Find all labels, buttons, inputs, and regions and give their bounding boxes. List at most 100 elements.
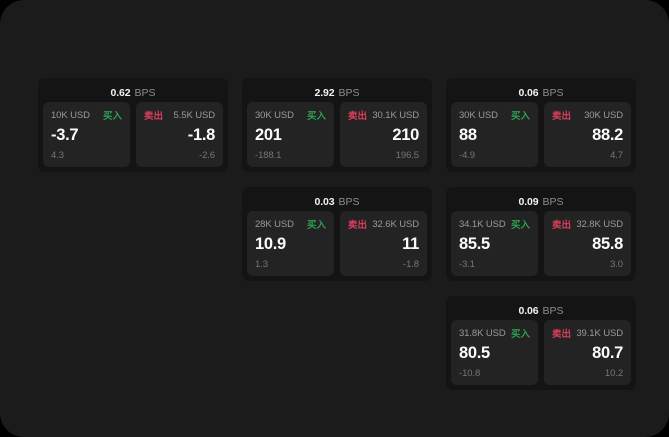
buy-action-tag[interactable]: 买入 <box>510 220 530 231</box>
buy-price: 88 <box>459 126 477 145</box>
sell-size-label: 30.1K USD <box>372 109 419 121</box>
buy-side[interactable]: 28K USD 买入 10.9 1.3 <box>247 211 334 276</box>
buy-price-row: 85.5 <box>459 235 530 255</box>
buy-side[interactable]: 30K USD 买入 201 -188.1 <box>247 102 334 167</box>
pair-card[interactable]: 2.92 BPS 30K USD 买入 201 -188.1 卖出 30.1K USD 210 1… <box>242 78 432 172</box>
sell-action-tag[interactable]: 卖出 <box>552 111 572 122</box>
bps-value: 0.03 <box>314 195 335 208</box>
sell-size-label: 32.8K USD <box>576 218 623 230</box>
sell-delta: 4.7 <box>610 149 623 161</box>
pair-card[interactable]: 0.06 BPS 30K USD 买入 88 -4.9 卖出 30K USD 88.2 4.7 <box>446 78 636 172</box>
buy-action-tag[interactable]: 买入 <box>306 220 326 231</box>
sell-delta-row: 4.7 <box>552 149 623 161</box>
card-sides: 30K USD 买入 88 -4.9 卖出 30K USD 88.2 4.7 <box>451 102 631 167</box>
sell-price-row: -1.8 <box>144 126 216 146</box>
pair-card[interactable]: 0.03 BPS 28K USD 买入 10.9 1.3 卖出 32.6K USD 11 -1.8 <box>242 187 432 281</box>
buy-side-top: 10K USD 买入 <box>51 109 122 123</box>
sell-side[interactable]: 卖出 30K USD 88.2 4.7 <box>544 102 631 167</box>
card-header: 0.06 BPS <box>451 301 631 320</box>
buy-price: 10.9 <box>255 235 286 254</box>
bps-value: 2.92 <box>314 86 335 99</box>
sell-size-label: 30K USD <box>584 109 623 121</box>
sell-delta: -2.6 <box>199 149 215 161</box>
sell-price: 88.2 <box>592 126 623 145</box>
buy-action-tag[interactable]: 买入 <box>510 329 530 340</box>
sell-price-row: 88.2 <box>552 126 623 146</box>
bps-unit-label: BPS <box>542 195 564 208</box>
sell-price-row: 210 <box>348 126 419 146</box>
pair-card[interactable]: 0.62 BPS 10K USD 买入 -3.7 4.3 卖出 5.5K USD -1.8 -2.… <box>38 78 228 172</box>
sell-action-tag[interactable]: 卖出 <box>552 329 572 340</box>
buy-delta-row: -3.1 <box>459 258 530 270</box>
sell-price-row: 85.8 <box>552 235 623 255</box>
bps-unit-label: BPS <box>338 195 360 208</box>
sell-side-top: 卖出 39.1K USD <box>552 327 623 341</box>
buy-price: 201 <box>255 126 282 145</box>
buy-delta-row: -4.9 <box>459 149 530 161</box>
sell-action-tag[interactable]: 卖出 <box>348 111 368 122</box>
sell-side-top: 卖出 30.1K USD <box>348 109 419 123</box>
sell-size-label: 32.6K USD <box>372 218 419 230</box>
sell-price: -1.8 <box>187 126 216 145</box>
buy-side[interactable]: 10K USD 买入 -3.7 4.3 <box>43 102 130 167</box>
sell-delta: 3.0 <box>610 258 623 270</box>
sell-price: 210 <box>392 126 419 145</box>
buy-size-label: 34.1K USD <box>459 218 506 230</box>
sell-delta: 10.2 <box>604 367 623 379</box>
sell-delta-row: 10.2 <box>552 367 623 379</box>
buy-side[interactable]: 31.8K USD 买入 80.5 -10.8 <box>451 320 538 385</box>
sell-side-top: 卖出 5.5K USD <box>144 109 215 123</box>
bps-unit-label: BPS <box>542 86 564 99</box>
bps-value: 0.06 <box>518 304 539 317</box>
buy-side-top: 30K USD 买入 <box>459 109 530 123</box>
buy-delta-row: -10.8 <box>459 367 530 379</box>
buy-side-top: 30K USD 买入 <box>255 109 326 123</box>
buy-side[interactable]: 34.1K USD 买入 85.5 -3.1 <box>451 211 538 276</box>
bps-value: 0.09 <box>518 195 539 208</box>
pair-card[interactable]: 0.09 BPS 34.1K USD 买入 85.5 -3.1 卖出 32.8K USD 85.… <box>446 187 636 281</box>
sell-delta-row: 3.0 <box>552 258 623 270</box>
sell-delta-row: 196.5 <box>348 149 419 161</box>
sell-action-tag[interactable]: 卖出 <box>144 111 164 122</box>
buy-delta-row: -188.1 <box>255 149 326 161</box>
sell-side[interactable]: 卖出 32.6K USD 11 -1.8 <box>340 211 427 276</box>
bps-unit-label: BPS <box>542 304 564 317</box>
card-sides: 28K USD 买入 10.9 1.3 卖出 32.6K USD 11 -1.8 <box>247 211 427 276</box>
bps-value: 0.62 <box>110 86 131 99</box>
buy-size-label: 30K USD <box>255 109 294 121</box>
sell-side-top: 卖出 32.6K USD <box>348 218 419 232</box>
sell-side[interactable]: 卖出 39.1K USD 80.7 10.2 <box>544 320 631 385</box>
card-header: 0.06 BPS <box>451 83 631 102</box>
buy-delta-row: 1.3 <box>255 258 326 270</box>
buy-action-tag[interactable]: 买入 <box>102 111 122 122</box>
card-header: 0.62 BPS <box>43 83 223 102</box>
buy-size-label: 30K USD <box>459 109 498 121</box>
buy-delta: 1.3 <box>255 258 268 270</box>
buy-price: 80.5 <box>459 344 490 363</box>
sell-delta: -1.8 <box>403 258 419 270</box>
buy-action-tag[interactable]: 买入 <box>510 111 530 122</box>
buy-delta: -4.9 <box>459 149 475 161</box>
buy-size-label: 10K USD <box>51 109 90 121</box>
buy-size-label: 28K USD <box>255 218 294 230</box>
buy-side[interactable]: 30K USD 买入 88 -4.9 <box>451 102 538 167</box>
buy-price: -3.7 <box>51 126 79 145</box>
sell-price: 11 <box>402 235 419 254</box>
bps-unit-label: BPS <box>134 86 156 99</box>
buy-delta-row: 4.3 <box>51 149 122 161</box>
sell-side[interactable]: 卖出 30.1K USD 210 196.5 <box>340 102 427 167</box>
sell-size-label: 39.1K USD <box>576 327 623 339</box>
pair-card[interactable]: 0.06 BPS 31.8K USD 买入 80.5 -10.8 卖出 39.1K USD 80… <box>446 296 636 390</box>
card-header: 0.03 BPS <box>247 192 427 211</box>
sell-side[interactable]: 卖出 32.8K USD 85.8 3.0 <box>544 211 631 276</box>
card-sides: 10K USD 买入 -3.7 4.3 卖出 5.5K USD -1.8 -2.6 <box>43 102 223 167</box>
sell-side[interactable]: 卖出 5.5K USD -1.8 -2.6 <box>136 102 223 167</box>
sell-action-tag[interactable]: 卖出 <box>552 220 572 231</box>
sell-price: 85.8 <box>592 235 623 254</box>
sell-action-tag[interactable]: 卖出 <box>348 220 368 231</box>
buy-delta: -10.8 <box>459 367 481 379</box>
card-sides: 30K USD 买入 201 -188.1 卖出 30.1K USD 210 196.5 <box>247 102 427 167</box>
sell-side-top: 卖出 30K USD <box>552 109 623 123</box>
buy-action-tag[interactable]: 买入 <box>306 111 326 122</box>
buy-side-top: 31.8K USD 买入 <box>459 327 530 341</box>
